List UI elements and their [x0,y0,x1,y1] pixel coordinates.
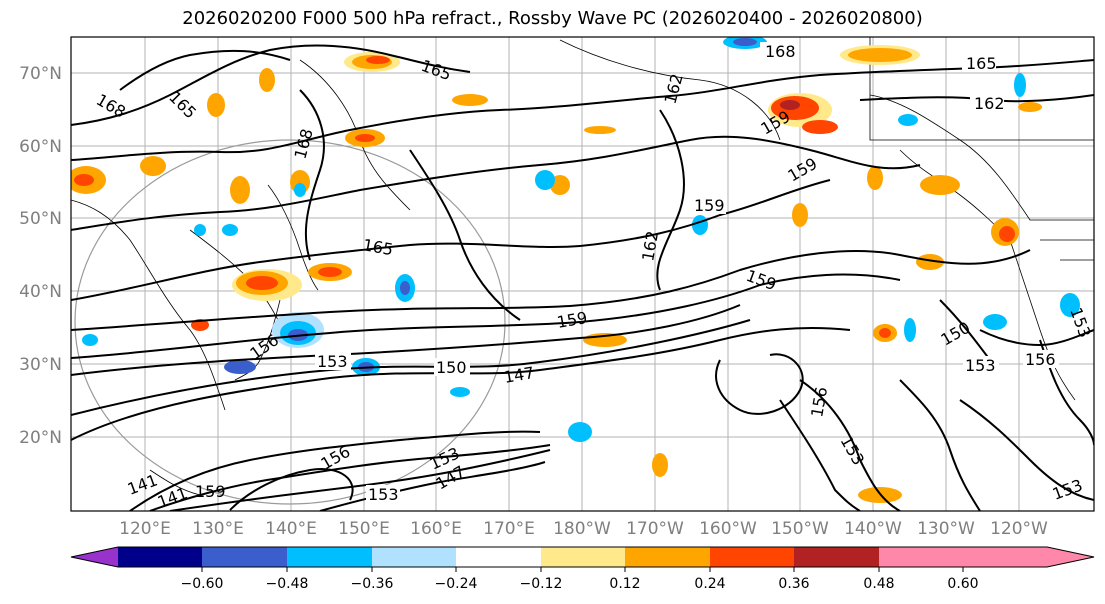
lon-label: 170°W [626,519,684,539]
map-title: 2026020200 F000 500 hPa refract., Rossby… [182,8,923,29]
lat-label: 50°N [19,209,62,229]
contour-label: 159 [195,482,226,501]
colorbar-segment [202,547,287,567]
lat-label: 60°N [19,137,62,157]
contour-label: 162 [974,94,1005,113]
map-frame [70,36,1095,512]
colorbar-segment [118,547,202,567]
colorbar-segment [372,547,456,567]
colorbar-tick-label: 0.36 [778,576,809,592]
lon-label: 170°E [483,519,535,539]
longitude-labels: 120°E 130°E 140°E 150°E 160°E 170°E 180°… [119,519,1048,539]
lon-label: 140°W [844,519,902,539]
contour-lines [71,44,1094,511]
contour-label: 156 [1025,350,1056,369]
contour-label: 168 [765,42,796,61]
lon-label: 130°W [917,519,975,539]
colorbar: −0.60 −0.48 −0.36 −0.24 −0.12 0.12 0.24 … [70,546,1095,592]
colorbar-outline [70,546,1095,568]
lon-label: 150°W [771,519,829,539]
colorbar-extend-high [963,547,1094,567]
colorbar-segment [879,547,963,567]
contour-label: 153 [368,485,399,504]
colorbar-tick-label: −0.24 [435,576,478,592]
colorbar-extend-low [71,547,118,567]
lon-label: 160°E [410,519,462,539]
lon-label: 180°W [553,519,611,539]
colorbar-tick-label: 0.48 [863,576,894,592]
colorbar-tick-label: −0.36 [351,576,394,592]
contour-label: 153 [965,356,996,375]
latitude-labels: 70°N 60°N 50°N 40°N 30°N 20°N [19,64,62,448]
colorbar-segment [710,547,794,567]
reference-circle [74,139,506,505]
contour-label: 150 [436,358,467,377]
colorbar-segment [541,547,625,567]
contour-label: 165 [966,54,997,73]
colorbar-segment [625,547,710,567]
colorbar-segment [456,547,541,567]
colorbar-tick-label: −0.48 [266,576,309,592]
colorbar-segment [794,547,879,567]
lon-label: 120°W [990,519,1048,539]
lon-label: 140°E [265,519,317,539]
anomaly-shading [71,37,1080,503]
lon-label: 150°E [338,519,390,539]
lat-label: 70°N [19,64,62,84]
colorbar-tick-label: −0.60 [181,576,224,592]
colorbar-tick-label: −0.12 [520,576,563,592]
lon-label: 130°E [192,519,244,539]
colorbar-tick-label: 0.60 [947,576,978,592]
lat-label: 40°N [19,282,62,302]
colorbar-tick-label: 0.24 [694,576,725,592]
colorbar-ticks [201,567,964,572]
map-panel: 168 165 162 168 165 165 168 165 159 162 … [70,36,1095,512]
colorbar-tick-label: 0.12 [609,576,640,592]
lon-label: 160°W [699,519,757,539]
lon-label: 120°E [119,519,171,539]
contour-label: 159 [694,196,725,215]
lat-label: 20°N [19,428,62,448]
colorbar-segment [287,547,372,567]
lat-label: 30°N [19,355,62,375]
contour-label: 153 [317,352,348,371]
